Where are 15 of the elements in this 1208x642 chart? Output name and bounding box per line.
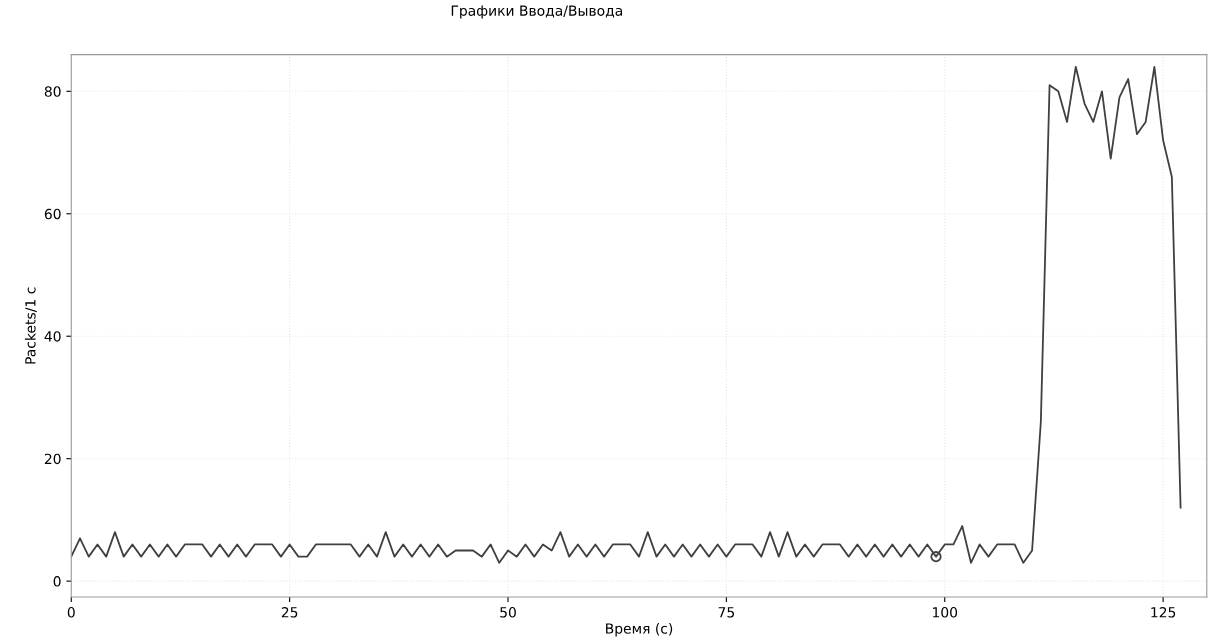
y-tick-label: 80 (44, 86, 61, 97)
y-axis-title: Packets/1 с (24, 287, 37, 364)
x-tick-label: 25 (281, 607, 298, 618)
x-tick-label: 50 (500, 607, 516, 618)
y-tick-label: 20 (44, 453, 61, 465)
x-tick-label: 75 (718, 607, 734, 618)
x-tick-label: 125 (1151, 607, 1176, 618)
x-tick-label: 100 (933, 607, 958, 618)
y-tick-label: 60 (44, 208, 61, 220)
y-tick-label: 40 (44, 331, 61, 342)
chart-title: Графики Ввода/Вывода (451, 5, 622, 19)
line-series (71, 65, 1182, 564)
x-tick-label: 0 (67, 607, 75, 618)
y-tick-label: 0 (53, 576, 61, 587)
x-axis-title: Время (с) (606, 623, 673, 637)
